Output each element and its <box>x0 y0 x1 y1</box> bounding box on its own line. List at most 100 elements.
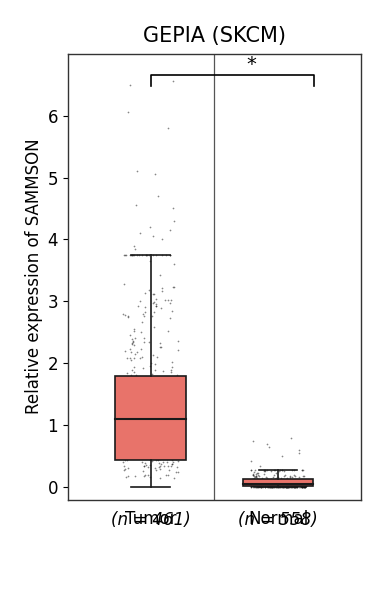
Point <box>299 475 305 485</box>
Point <box>248 465 254 475</box>
Point <box>300 465 306 475</box>
Point <box>156 421 162 431</box>
Point <box>258 475 264 485</box>
Point <box>289 476 295 486</box>
Point <box>120 402 126 412</box>
Point <box>141 447 147 456</box>
Point <box>167 392 173 401</box>
Point <box>277 481 283 491</box>
Point <box>270 479 276 488</box>
Point <box>293 478 299 488</box>
Point <box>168 449 174 459</box>
Point <box>126 422 132 431</box>
Point <box>122 373 128 383</box>
Point <box>279 465 285 475</box>
Point <box>122 450 128 459</box>
Point <box>267 477 273 486</box>
Point <box>154 399 160 408</box>
Point <box>120 309 126 318</box>
Point <box>287 475 293 485</box>
Point <box>252 481 258 491</box>
Point <box>293 480 299 489</box>
Point <box>251 481 257 490</box>
Point <box>153 295 159 304</box>
Point <box>248 465 254 475</box>
Point <box>284 482 290 491</box>
Point <box>169 384 175 393</box>
Point <box>276 479 282 488</box>
Point <box>140 364 146 373</box>
Point <box>137 353 143 363</box>
Point <box>294 481 300 491</box>
Point <box>294 481 300 491</box>
Point <box>297 479 303 488</box>
Point <box>267 480 273 489</box>
Point <box>156 415 162 425</box>
Point <box>252 481 258 490</box>
Point <box>168 452 174 462</box>
Point <box>298 481 304 490</box>
Point <box>259 473 265 483</box>
Point <box>136 440 142 449</box>
Point <box>175 378 181 388</box>
Point <box>262 477 268 486</box>
Point <box>286 479 292 488</box>
Point <box>266 478 272 488</box>
Point <box>167 435 173 444</box>
Point <box>281 481 287 491</box>
Point <box>174 370 180 380</box>
Point <box>159 250 165 260</box>
Point <box>141 412 147 421</box>
Point <box>268 482 274 491</box>
Point <box>159 283 165 293</box>
Point <box>173 451 179 461</box>
Point <box>252 472 258 481</box>
Point <box>168 441 174 450</box>
Point <box>265 478 271 488</box>
Point <box>136 375 143 384</box>
Point <box>146 430 152 440</box>
Point <box>152 438 158 447</box>
Point <box>299 478 305 487</box>
Point <box>120 436 126 445</box>
Point <box>137 408 143 418</box>
Point <box>129 340 135 349</box>
Point <box>126 464 132 473</box>
Point <box>149 446 155 456</box>
Point <box>285 482 291 491</box>
Point <box>268 466 274 475</box>
Point <box>277 482 283 491</box>
Point <box>285 477 291 487</box>
Point <box>252 465 258 475</box>
Point <box>134 250 140 260</box>
Point <box>175 346 181 355</box>
Point <box>279 483 285 492</box>
Point <box>131 431 137 440</box>
Point <box>169 416 175 425</box>
Point <box>267 481 273 491</box>
Point <box>127 372 133 382</box>
Point <box>283 482 289 491</box>
Point <box>293 480 299 489</box>
Point <box>291 482 297 491</box>
Point <box>141 381 147 391</box>
Point <box>138 450 144 459</box>
Point <box>255 479 261 488</box>
Point <box>292 481 298 491</box>
Point <box>124 416 130 425</box>
Point <box>262 465 268 475</box>
Point <box>161 408 167 418</box>
Point <box>161 366 167 375</box>
Point <box>152 451 158 461</box>
Point <box>141 302 147 312</box>
Point <box>137 397 143 406</box>
Point <box>167 443 173 452</box>
Point <box>299 482 305 491</box>
Point <box>302 482 308 491</box>
Point <box>265 481 271 491</box>
Point <box>134 424 140 433</box>
Point <box>275 472 281 482</box>
Point <box>148 447 154 457</box>
Point <box>170 457 176 466</box>
Point <box>300 471 306 481</box>
